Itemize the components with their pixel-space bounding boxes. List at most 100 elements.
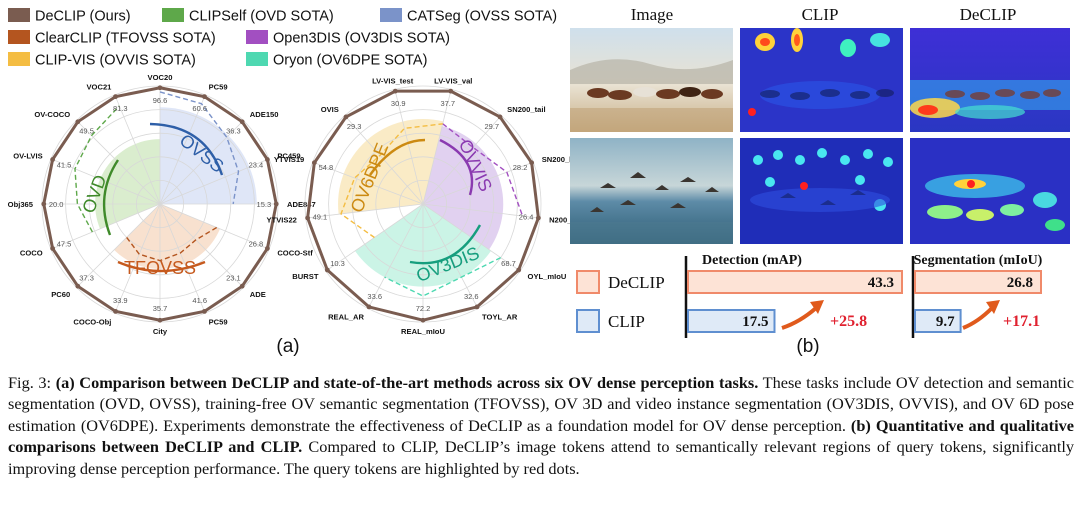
- declip-point: [157, 317, 163, 323]
- value-label: 26.8: [249, 240, 264, 249]
- value-label: 29.3: [347, 122, 362, 131]
- image-birds: [570, 138, 733, 244]
- value-label: 28.2: [513, 163, 528, 172]
- legend-swatch: [162, 8, 184, 22]
- axis-label: ADE847: [287, 200, 316, 209]
- axis-label: TOYL_AR: [482, 312, 518, 321]
- declip-bar-value: 26.8: [1007, 275, 1033, 291]
- declip-point: [474, 304, 480, 310]
- clip-bar-value: 9.7: [936, 314, 955, 330]
- legend-label: DeCLIP (Ours): [35, 9, 131, 25]
- qualitative-images: Image CLIP DeCLIP: [570, 5, 1070, 244]
- declip-legend-label: DeCLIP: [608, 273, 665, 292]
- sota-series-line: [159, 91, 240, 205]
- declip-point: [202, 308, 207, 314]
- legend-label: ClearCLIP (TFOVSS SOTA): [35, 31, 216, 47]
- value-label: 32.6: [464, 292, 479, 301]
- axis-label: SN200_tail: [507, 105, 545, 114]
- axis-label: COCO: [20, 249, 43, 258]
- declip-point: [202, 94, 207, 100]
- task-arc: [409, 224, 482, 265]
- declip-point: [75, 283, 81, 289]
- axis-label: OV-LVIS: [13, 151, 42, 160]
- col-header-clip: CLIP: [802, 5, 839, 24]
- clip-bar: [914, 309, 962, 333]
- axis-label: ADE: [250, 290, 266, 299]
- legend-label: Oryon (OV6DPE SOTA): [273, 53, 427, 69]
- declip-point: [50, 157, 56, 162]
- value-label: 35.7: [153, 304, 168, 313]
- axis-label: LV-VIS_test: [372, 77, 414, 86]
- legend: DeCLIP (Ours) CLIPSelf (OVD SOTA) CATSeg (…: [8, 8, 557, 69]
- axis-label: ADE150: [250, 110, 279, 119]
- sota-series-line: [126, 226, 218, 262]
- axis-label: Obj365: [8, 200, 34, 209]
- declip-point: [273, 201, 279, 207]
- caption-bold-b: (b) Quantitative and qualitative compari…: [8, 415, 1074, 457]
- declip-point: [311, 160, 317, 166]
- axis-label: N200_ap: [549, 215, 581, 224]
- task-label: TFOVSS: [124, 258, 196, 278]
- clip-heatmap-birds: [740, 138, 903, 244]
- declip-point: [113, 94, 118, 100]
- declip-point: [305, 215, 311, 221]
- axis-label: City: [153, 327, 168, 336]
- declip-point: [264, 157, 270, 162]
- value-label: 37.7: [440, 99, 455, 108]
- task-arc: [102, 159, 120, 236]
- task-arc: [149, 122, 224, 176]
- value-label: 29.7: [485, 122, 500, 131]
- declip-point: [75, 119, 81, 125]
- caption-text-b: Compared to CLIP, DeCLIP’s image tokens …: [8, 437, 1075, 478]
- value-label: 20.0: [49, 200, 64, 209]
- declip-bar-value: 43.3: [868, 275, 894, 291]
- value-label: 33.6: [367, 292, 382, 301]
- figure-canvas: DeCLIP (Ours) CLIPSelf (OVD SOTA) CATSeg (…: [8, 5, 1070, 357]
- axis-label: PC60: [51, 290, 70, 299]
- value-label: 33.9: [113, 296, 128, 305]
- value-label: 41.6: [192, 296, 207, 305]
- declip-bar: [914, 270, 1042, 294]
- legend-swatch: [246, 30, 268, 44]
- legend-swatch: [380, 8, 402, 22]
- axis-label: VOC20: [148, 73, 173, 82]
- axis-label: SN200_head: [542, 155, 588, 164]
- value-label: 10.3: [330, 259, 345, 268]
- value-label: 81.3: [113, 104, 128, 113]
- declip-point: [392, 88, 398, 94]
- task-arc: [117, 260, 206, 273]
- segmentation-title: Segmentation (mIoU): [914, 253, 1043, 268]
- sota-series-line: [384, 256, 502, 297]
- declip-point: [516, 267, 522, 273]
- axis-label: COCO-Stf: [277, 249, 313, 258]
- legend-swatch: [246, 52, 268, 66]
- axis-label: LV-VIS_val: [434, 77, 472, 86]
- caption-prefix: Fig. 3:: [8, 373, 56, 392]
- legend-label: CATSeg (OVSS SOTA): [407, 9, 557, 25]
- task-sector: [423, 126, 504, 250]
- col-header-declip: DeCLIP: [960, 5, 1017, 24]
- declip-heatmap-horses: [910, 28, 1070, 132]
- declip-point: [239, 119, 245, 125]
- axis-label: VOC21: [86, 83, 112, 92]
- axis-label: REAL_AR: [328, 312, 364, 321]
- value-label: 36.3: [226, 127, 241, 136]
- value-label: 15.3: [257, 200, 272, 209]
- detection-gain: +25.8: [830, 313, 867, 330]
- declip-point: [529, 160, 535, 166]
- radar-chart-2d-tasks: 96.6 60.6 36.3 23.4 15.3 26.8 23.1 41.6 35.7 33.9…: [8, 73, 316, 336]
- task-sector: [95, 139, 160, 229]
- declip-point: [535, 215, 541, 221]
- clip-legend-label: CLIP: [608, 312, 645, 331]
- task-sector: [114, 204, 220, 269]
- value-label: 96.6: [153, 96, 168, 105]
- value-label: 23.4: [249, 160, 264, 169]
- value-label: 72.2: [416, 304, 431, 313]
- legend-label: Open3DIS (OV3DIS SOTA): [273, 31, 450, 47]
- declip-point: [50, 246, 56, 251]
- quantitative-bars: DeCLIP CLIP Detection (mAP) 43.3 17.5 +25…: [576, 253, 1043, 338]
- declip-point: [448, 88, 454, 94]
- caption-text-a: These tasks include OV detection and sem…: [8, 373, 1074, 435]
- axis-label: PC59: [209, 317, 228, 326]
- clip-bar-value: 17.5: [742, 314, 768, 330]
